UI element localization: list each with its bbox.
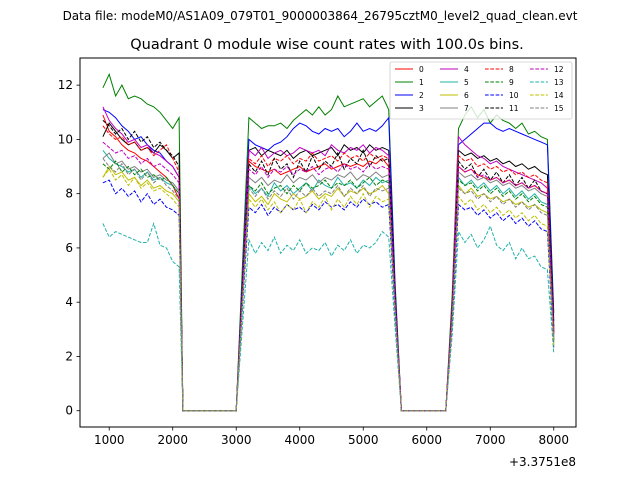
x-offset-label: +3.3751e8 bbox=[509, 455, 576, 469]
x-tick-label: 7000 bbox=[475, 433, 506, 447]
series-line-0 bbox=[102, 114, 555, 412]
legend-label-8: 8 bbox=[509, 65, 514, 74]
series-line-14 bbox=[102, 168, 555, 412]
y-tick-label: 4 bbox=[65, 295, 73, 309]
x-tick-label: 3000 bbox=[221, 433, 252, 447]
legend-frame bbox=[389, 61, 573, 120]
legend-label-12: 12 bbox=[554, 65, 564, 74]
series-line-15 bbox=[102, 158, 555, 412]
series-line-11 bbox=[102, 120, 555, 412]
y-tick-label: 10 bbox=[58, 132, 73, 146]
legend-label-9: 9 bbox=[509, 78, 514, 87]
axis-layer: 1000 2000 3000 4000 5000 6000 7000 8000 0 2 4 6 8 10 1… bbox=[58, 78, 569, 447]
y-tick-label: 2 bbox=[65, 349, 73, 363]
chart-title: Quadrant 0 module wise count rates with … bbox=[130, 37, 524, 53]
x-tick-label: 5000 bbox=[348, 433, 379, 447]
figure-suptitle: Data file: modeM0/AS1A09_079T01_90000038… bbox=[63, 9, 578, 23]
series-line-6 bbox=[102, 165, 555, 412]
series-layer bbox=[102, 72, 555, 412]
series-line-1 bbox=[102, 72, 555, 412]
legend-label-10: 10 bbox=[509, 91, 519, 100]
x-tick-label: 8000 bbox=[538, 433, 569, 447]
legend-label-7: 7 bbox=[464, 104, 469, 113]
series-line-9 bbox=[102, 160, 555, 412]
series-line-4 bbox=[102, 106, 555, 412]
legend-label-14: 14 bbox=[554, 91, 564, 100]
legend-label-15: 15 bbox=[554, 104, 564, 113]
plot-frame bbox=[79, 57, 577, 428]
legend-label-4: 4 bbox=[464, 65, 469, 74]
y-tick-label: 8 bbox=[65, 187, 73, 201]
series-line-8 bbox=[102, 125, 555, 412]
legend-label-0: 0 bbox=[419, 65, 424, 74]
legend-label-11: 11 bbox=[509, 104, 519, 113]
y-tick-label: 0 bbox=[65, 404, 73, 418]
series-line-10 bbox=[102, 179, 555, 412]
legend-label-5: 5 bbox=[464, 78, 469, 87]
legend-label-13: 13 bbox=[554, 78, 564, 87]
legend-label-6: 6 bbox=[464, 91, 469, 100]
series-line-13 bbox=[102, 221, 555, 412]
legend-label-2: 2 bbox=[419, 91, 424, 100]
series-line-3 bbox=[102, 122, 555, 412]
x-tick-label: 6000 bbox=[411, 433, 442, 447]
series-line-7 bbox=[102, 152, 555, 412]
y-tick-label: 12 bbox=[58, 78, 73, 92]
y-tick-label: 6 bbox=[65, 241, 73, 255]
series-line-5 bbox=[102, 149, 555, 412]
x-tick-label: 4000 bbox=[284, 433, 315, 447]
legend-label-1: 1 bbox=[419, 78, 424, 87]
x-tick-label: 2000 bbox=[157, 433, 188, 447]
x-tick-label: 1000 bbox=[94, 433, 125, 447]
legend-label-3: 3 bbox=[419, 104, 424, 113]
series-line-12 bbox=[102, 141, 555, 412]
